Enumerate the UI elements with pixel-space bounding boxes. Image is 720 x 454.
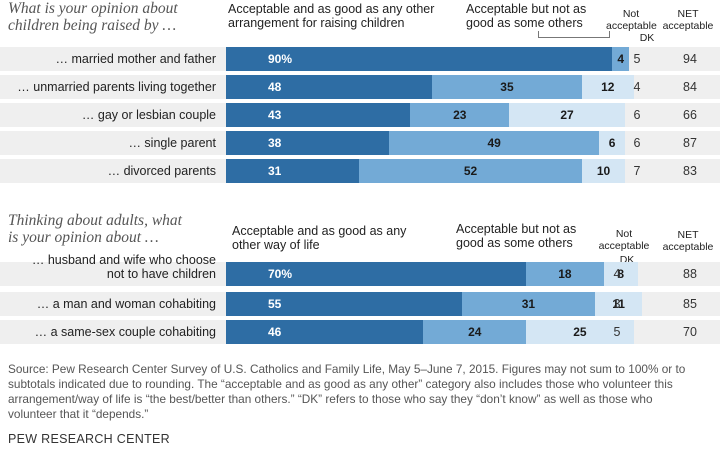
panel1-header-good-line1: Acceptable and as good as any other bbox=[228, 2, 435, 16]
panel2-bar-acceptable-not-as-good: 24 bbox=[423, 320, 527, 344]
source-line: subtotals indicated due to rounding. The… bbox=[8, 377, 673, 391]
panel2-row-label: … husband and wife who choose not to have… bbox=[32, 253, 216, 281]
panel2-dk-value: 4 bbox=[613, 267, 621, 281]
panel2-dk-value: 3 bbox=[613, 297, 621, 311]
panel2-dk-value: 5 bbox=[613, 325, 621, 339]
panel1-header-not-acceptable-line1: Not bbox=[622, 8, 640, 20]
source-line: arrangement/way of life is “the best/bet… bbox=[8, 392, 653, 406]
panel1-dk-value: 6 bbox=[633, 108, 641, 122]
panel2-row-label-line2: not to have children bbox=[106, 267, 216, 281]
panel1-net-value: 94 bbox=[683, 52, 697, 66]
panel1-row-label: … gay or lesbian couple bbox=[81, 108, 216, 122]
panel2-bar-not-acceptable: 11 bbox=[594, 292, 643, 316]
panel2-bar-not-acceptable: 25 bbox=[526, 320, 634, 344]
panel2-bar-acceptable-not-as-good: 18 bbox=[526, 262, 604, 286]
panel1-dk-value: 6 bbox=[633, 136, 641, 150]
panel1-bar-not-acceptable: 12 bbox=[582, 75, 634, 99]
panel1-header-not-as-good: Acceptable but not as good as some other… bbox=[466, 2, 586, 30]
panel1-net-value: 84 bbox=[683, 80, 697, 94]
panel1-dk-value: 5 bbox=[633, 52, 641, 66]
panel1-row-label: … single parent bbox=[128, 136, 216, 150]
panel1-bar-not-acceptable: 27 bbox=[509, 103, 625, 127]
panel1-row-label: … unmarried parents living together bbox=[17, 80, 216, 94]
panel1-net-value: 83 bbox=[683, 164, 697, 178]
panel2-header-not-as-good-line2: good as some others bbox=[456, 236, 573, 250]
panel1-bar-not-acceptable: 6 bbox=[599, 131, 625, 155]
panel1-question-line2: children being raised by … bbox=[8, 17, 177, 34]
panel2-bar-acceptable-as-good: 55 bbox=[226, 292, 462, 316]
panel1-bar-acceptable-as-good: 31 bbox=[226, 159, 359, 183]
panel2-row-label-line1: … husband and wife who choose bbox=[31, 253, 216, 267]
panel1-header-dk: DK bbox=[639, 32, 655, 44]
panel1-question: What is your opinion about children bein… bbox=[8, 0, 178, 34]
panel1-row-label: … married mother and father bbox=[55, 52, 217, 66]
panel2-bar-acceptable-not-as-good: 31 bbox=[461, 292, 595, 316]
panel1-header-not-acceptable-line2: acceptable bbox=[606, 20, 657, 32]
panel1-row-label: … divorced parents bbox=[107, 164, 216, 178]
panel1-bar-not-acceptable: 10 bbox=[582, 159, 625, 183]
panel1-bar-acceptable-not-as-good: 52 bbox=[358, 159, 583, 183]
panel2-header-net: NET acceptable bbox=[658, 229, 718, 253]
panel2-header-not-acceptable-line1: Not bbox=[615, 228, 633, 240]
panel1-bar-acceptable-as-good: 90% bbox=[226, 47, 613, 71]
panel1-header-not-as-good-line2: good as some others bbox=[466, 16, 583, 30]
panel1-header-not-acceptable: Not acceptable bbox=[606, 8, 657, 32]
panel2-header-not-as-good-line1: Acceptable but not as bbox=[456, 222, 577, 236]
source-line: volunteer that it “depends.” bbox=[8, 407, 149, 421]
panel1-header-bracket bbox=[538, 31, 610, 38]
panel1-header-net-line1: NET bbox=[677, 8, 699, 20]
panel2-row-label: … a man and woman cohabiting bbox=[36, 297, 216, 311]
panel1-header-net: NET acceptable bbox=[658, 8, 718, 32]
panel2-question-line2: is your opinion about … bbox=[8, 229, 159, 246]
panel1-header-net-line2: acceptable bbox=[662, 20, 714, 32]
panel1-bar-acceptable-as-good: 43 bbox=[226, 103, 411, 127]
panel1-bar-acceptable-not-as-good: 23 bbox=[410, 103, 510, 127]
panel2-header-good-line1: Acceptable and as good as any bbox=[232, 224, 407, 238]
panel1-bar-acceptable-not-as-good: 49 bbox=[389, 131, 600, 155]
panel1-bar-acceptable-not-as-good: 35 bbox=[431, 75, 583, 99]
panel1-dk-value: 4 bbox=[633, 80, 641, 94]
source-line: Source: Pew Research Center Survey of U.… bbox=[8, 362, 686, 376]
panel1-header-good-line2: arrangement for raising children bbox=[228, 16, 405, 30]
source-note: Source: Pew Research Center Survey of U.… bbox=[8, 362, 716, 422]
panel2-row-label: … a same-sex couple cohabiting bbox=[34, 325, 216, 339]
panel2-bar-not-acceptable: 8 bbox=[603, 262, 638, 286]
panel1-header-not-as-good-line1: Acceptable but not as bbox=[466, 2, 587, 16]
panel2-net-value: 85 bbox=[683, 297, 697, 311]
panel1-net-value: 87 bbox=[683, 136, 697, 150]
panel1-dk-value: 7 bbox=[633, 164, 641, 178]
panel2-header-not-as-good: Acceptable but not as good as some other… bbox=[456, 222, 576, 250]
panel2-bar-acceptable-as-good: 70% bbox=[226, 262, 527, 286]
panel2-bar-acceptable-as-good: 46 bbox=[226, 320, 424, 344]
panel1-bar-acceptable-as-good: 48 bbox=[226, 75, 432, 99]
panel2-question: Thinking about adults, what is your opin… bbox=[8, 212, 182, 246]
panel2-net-value: 70 bbox=[683, 325, 697, 339]
panel2-question-line1: Thinking about adults, what bbox=[8, 212, 182, 229]
panel2-header-not-acceptable-line2: acceptable bbox=[598, 240, 650, 252]
panel2-header-good: Acceptable and as good as any other way … bbox=[232, 224, 406, 252]
panel2-header-not-acceptable: Not acceptable bbox=[596, 228, 652, 252]
panel1-bar-acceptable-not-as-good: 4 bbox=[612, 47, 630, 71]
panel2-header-good-line2: other way of life bbox=[232, 238, 320, 252]
panel1-net-value: 66 bbox=[683, 108, 697, 122]
panel1-header-good: Acceptable and as good as any other arra… bbox=[228, 2, 434, 30]
panel1-bar-acceptable-as-good: 38 bbox=[226, 131, 390, 155]
panel1-question-line1: What is your opinion about bbox=[8, 0, 178, 17]
pew-brand: PEW RESEARCH CENTER bbox=[8, 432, 170, 446]
panel2-header-net-line1: NET bbox=[677, 229, 699, 241]
panel2-net-value: 88 bbox=[683, 267, 697, 281]
panel2-header-net-line2: acceptable bbox=[662, 241, 714, 253]
